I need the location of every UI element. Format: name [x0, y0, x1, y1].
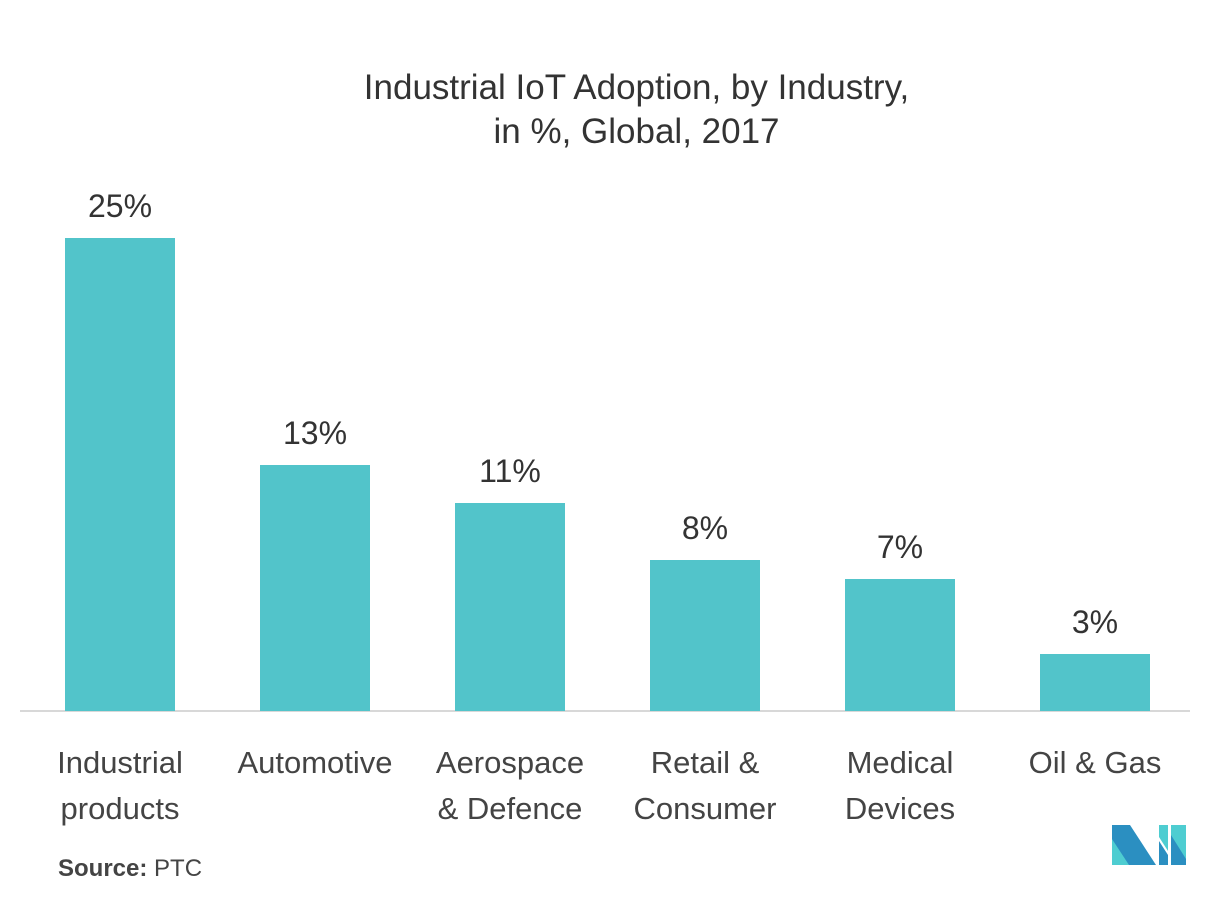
- data-label: 7%: [876, 528, 924, 565]
- source-value: PTC: [154, 855, 203, 882]
- title-line-2: in %, Global, 2017: [493, 112, 780, 151]
- category-label: Oil & Gas: [1028, 745, 1162, 780]
- data-label: 8%: [681, 509, 729, 546]
- category-label: Automotive: [237, 745, 393, 780]
- company-logo-icon: [1112, 825, 1186, 865]
- chart-title: Industrial IoT Adoption, by Industry, in…: [0, 66, 1213, 154]
- category-label: Retail & Consumer: [633, 745, 777, 826]
- data-label: 3%: [1071, 604, 1119, 641]
- bar-5: [1040, 654, 1150, 711]
- category-label: Industrial products: [57, 745, 183, 826]
- source-label: Source:: [58, 855, 148, 882]
- category-label: Aerospace & Defence: [435, 745, 585, 826]
- data-label: 25%: [87, 188, 153, 224]
- bar-2: [455, 502, 565, 711]
- data-label: 11%: [479, 452, 541, 489]
- bar-1: [260, 465, 370, 711]
- bar-4: [845, 578, 955, 711]
- title-line-1: Industrial IoT Adoption, by Industry,: [363, 68, 910, 107]
- category-label: Medical Devices: [844, 745, 956, 826]
- bar-3: [650, 559, 760, 711]
- bar-0: [65, 238, 175, 711]
- data-label: 13%: [282, 415, 348, 452]
- source-note: Source: PTC: [58, 855, 202, 883]
- x-axis-line: [20, 710, 1190, 712]
